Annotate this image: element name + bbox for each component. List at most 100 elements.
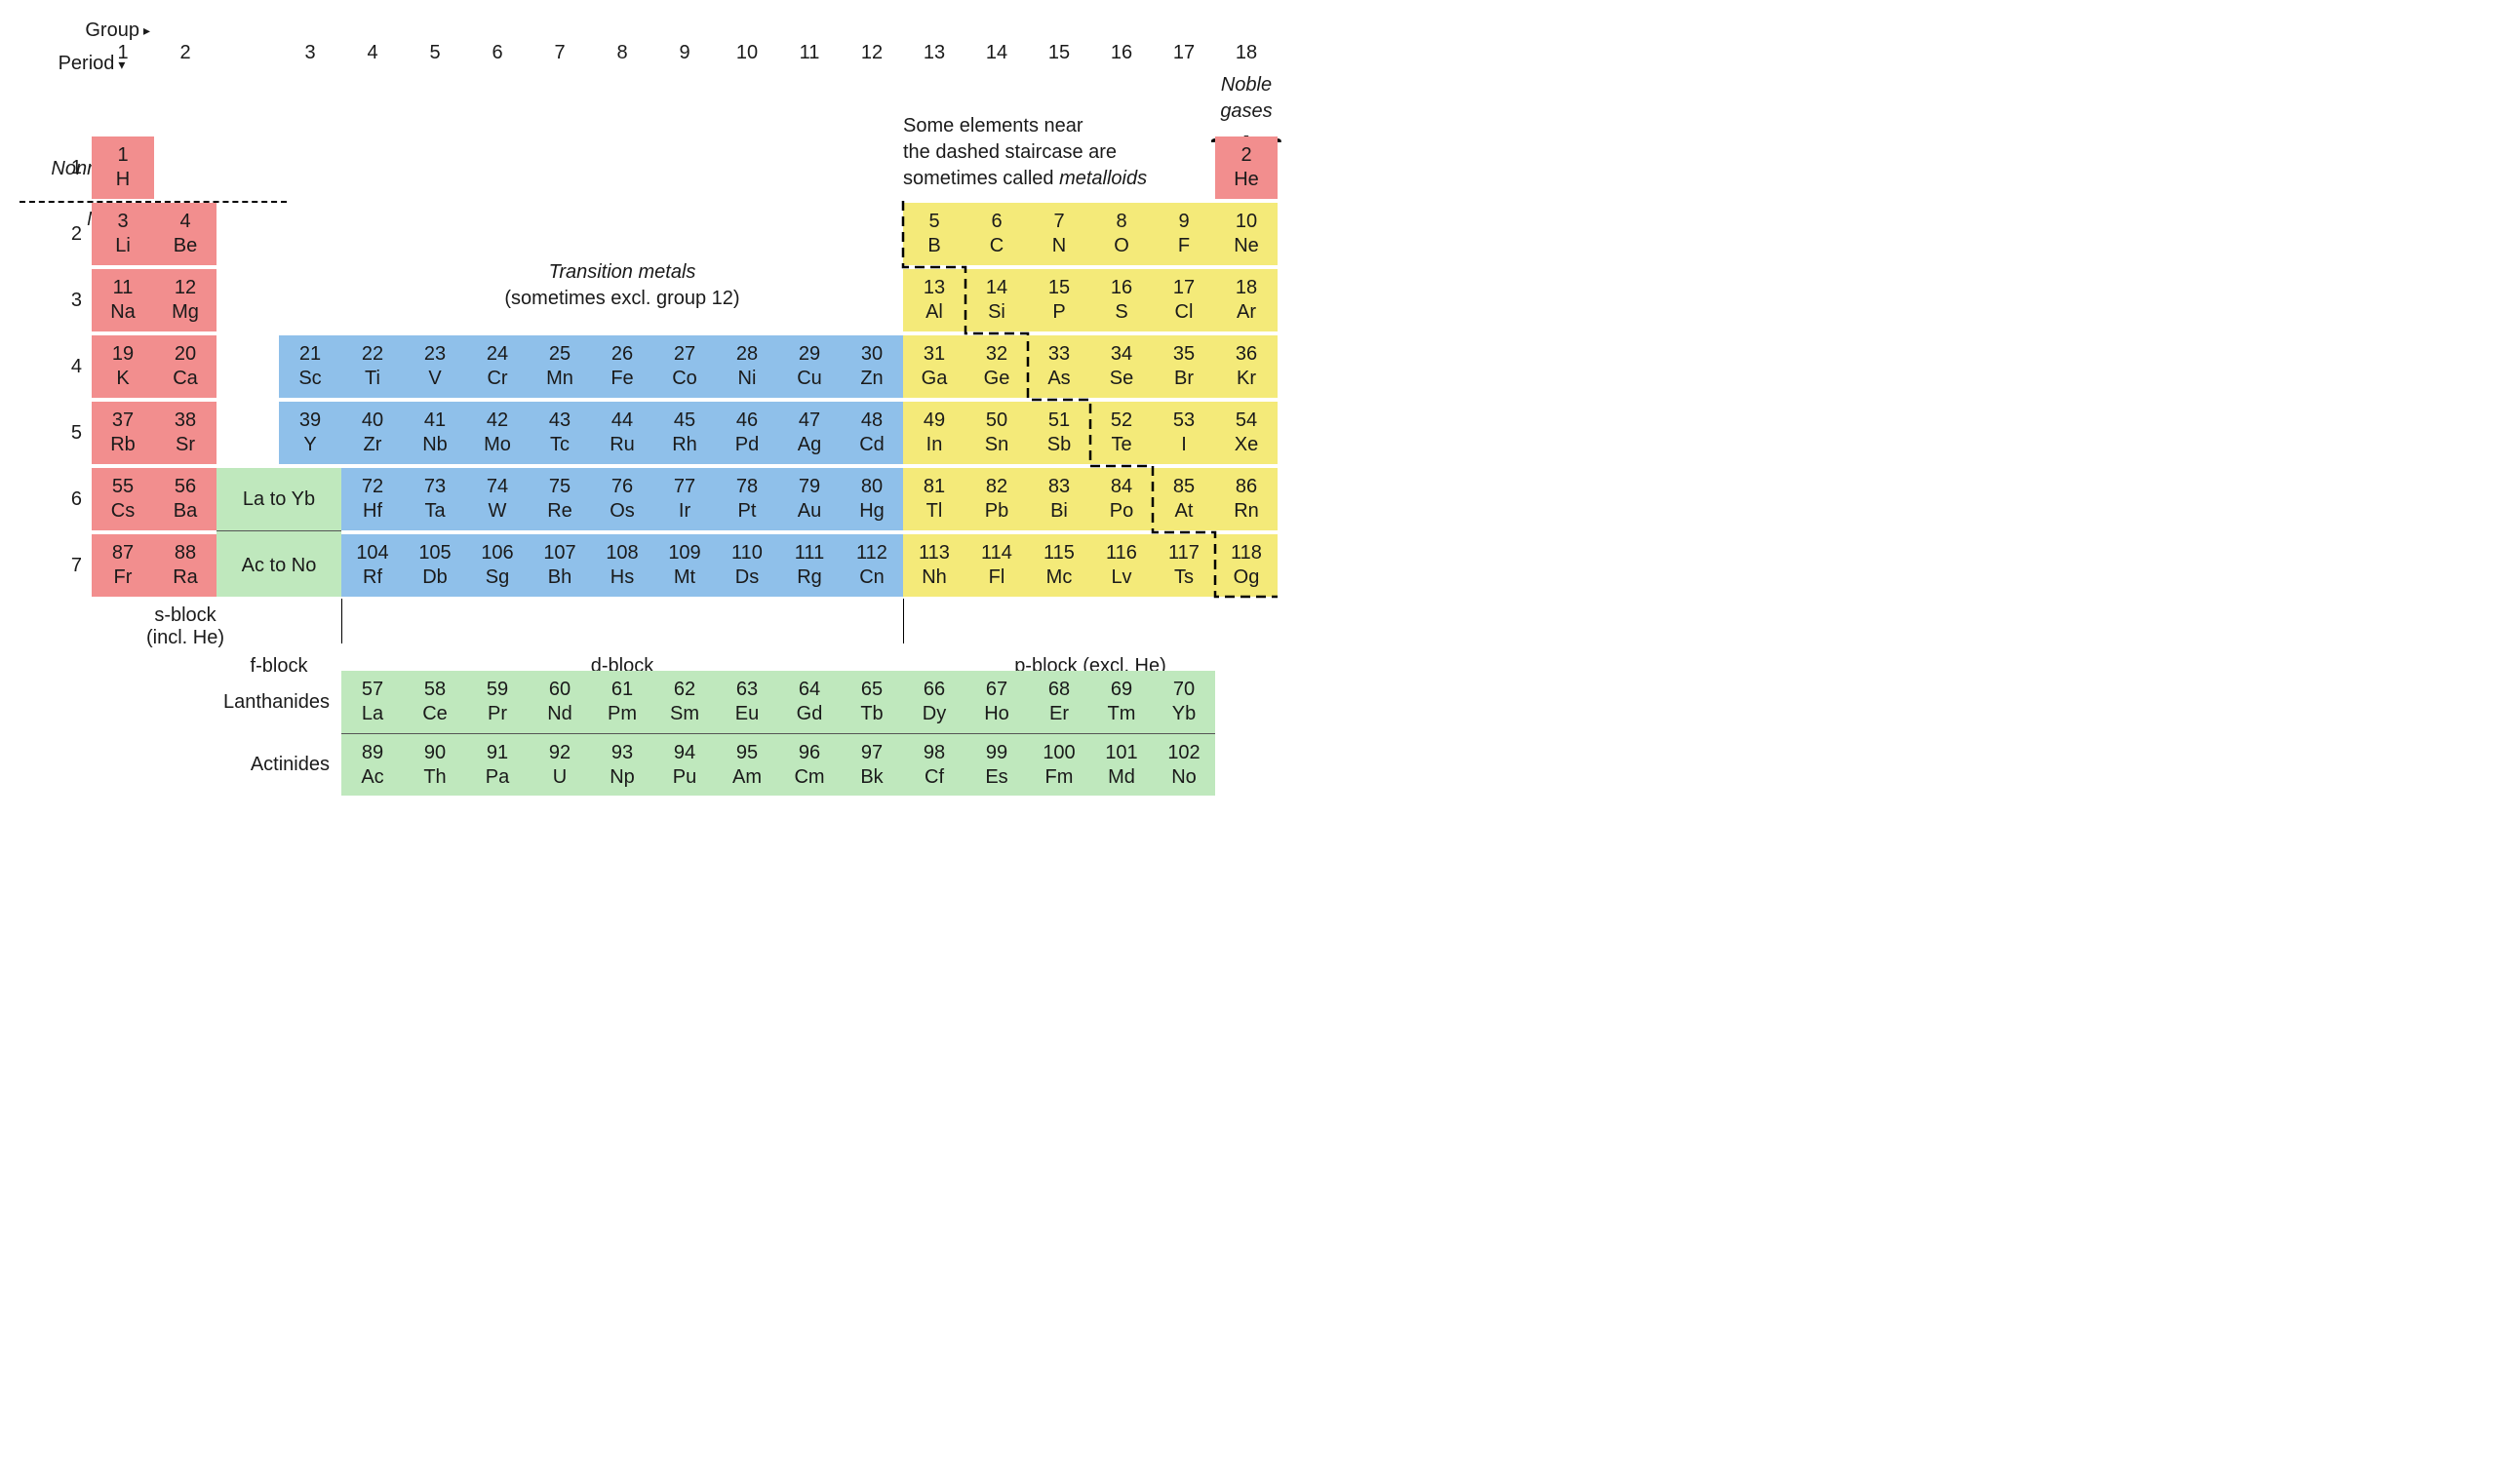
element-Pa: 91Pa (466, 733, 529, 796)
element-symbol: Ds (735, 565, 759, 590)
element-Nd: 60Nd (529, 671, 591, 733)
element-symbol: Nd (547, 702, 572, 726)
period-number-6: 6 (29, 468, 92, 530)
atomic-number: 54 (1236, 409, 1257, 433)
element-Eu: 63Eu (716, 671, 778, 733)
atomic-number: 35 (1173, 342, 1195, 367)
element-Tl: 81Tl (903, 468, 965, 530)
element-Yb: 70Yb (1153, 671, 1215, 733)
element-symbol: Cm (794, 765, 824, 790)
atomic-number: 108 (606, 541, 638, 565)
element-I: 53I (1153, 402, 1215, 464)
group-number-3: 3 (279, 42, 341, 64)
element-Sn: 50Sn (965, 402, 1028, 464)
element-Hf: 72Hf (341, 468, 404, 530)
atomic-number: 101 (1105, 741, 1137, 765)
atomic-number: 61 (611, 678, 633, 702)
element-H: 1H (92, 136, 154, 199)
element-C: 6C (965, 203, 1028, 265)
atomic-number: 102 (1167, 741, 1200, 765)
element-Cl: 17Cl (1153, 269, 1215, 331)
lanthanides-label: Lanthanides (29, 671, 341, 733)
atomic-number: 19 (112, 342, 134, 367)
atomic-number: 29 (799, 342, 820, 367)
element-symbol: La (362, 702, 383, 726)
element-symbol: Au (798, 499, 821, 524)
actinide-range: Ac to No (217, 530, 341, 597)
element-Rn: 86Rn (1215, 468, 1278, 530)
element-Mc: 115Mc (1028, 534, 1090, 597)
group-number-5: 5 (404, 42, 466, 64)
element-symbol: Fe (610, 367, 633, 391)
group-number-12: 12 (841, 42, 903, 64)
element-symbol: Cf (925, 765, 944, 790)
element-symbol: Ru (610, 433, 635, 457)
element-symbol: B (927, 234, 940, 258)
element-As: 33As (1028, 335, 1090, 398)
element-Te: 52Te (1090, 402, 1153, 464)
element-symbol: Pb (985, 499, 1008, 524)
element-symbol: Pu (673, 765, 696, 790)
element-symbol: Cn (859, 565, 885, 590)
element-symbol: F (1178, 234, 1190, 258)
element-Ga: 31Ga (903, 335, 965, 398)
element-symbol: Sm (670, 702, 699, 726)
element-symbol: As (1047, 367, 1070, 391)
atomic-number: 51 (1048, 409, 1070, 433)
element-symbol: Fr (114, 565, 133, 590)
group-number-7: 7 (529, 42, 591, 64)
element-symbol: Al (925, 300, 943, 325)
element-symbol: Tm (1108, 702, 1136, 726)
element-Rg: 111Rg (778, 534, 841, 597)
atomic-number: 67 (986, 678, 1007, 702)
atomic-number: 44 (611, 409, 633, 433)
element-Pt: 78Pt (716, 468, 778, 530)
element-symbol: Rg (797, 565, 822, 590)
element-symbol: Tc (550, 433, 570, 457)
element-Bi: 83Bi (1028, 468, 1090, 530)
atomic-number: 77 (674, 475, 695, 499)
element-symbol: Te (1111, 433, 1131, 457)
lanthanide-range: La to Yb (217, 468, 341, 530)
element-Na: 11Na (92, 269, 154, 331)
element-Po: 84Po (1090, 468, 1153, 530)
element-symbol: Md (1108, 765, 1135, 790)
atomic-number: 24 (487, 342, 508, 367)
atomic-number: 69 (1111, 678, 1132, 702)
group-number-8: 8 (591, 42, 653, 64)
atomic-number: 27 (674, 342, 695, 367)
atomic-number: 34 (1111, 342, 1132, 367)
element-symbol: Yb (1172, 702, 1196, 726)
element-symbol: Mo (484, 433, 511, 457)
block-labels-row: s-block(incl. He) f-block d-block p-bloc… (29, 599, 1278, 678)
element-U: 92U (529, 733, 591, 796)
atomic-number: 33 (1048, 342, 1070, 367)
element-symbol: Cs (111, 499, 135, 524)
element-symbol: Ag (798, 433, 821, 457)
element-symbol: O (1114, 234, 1129, 258)
element-Nb: 41Nb (404, 402, 466, 464)
group-number-11: 11 (778, 42, 841, 64)
element-symbol: Pa (486, 765, 509, 790)
element-Th: 90Th (404, 733, 466, 796)
atomic-number: 49 (924, 409, 945, 433)
element-Ce: 58Ce (404, 671, 466, 733)
element-symbol: Se (1110, 367, 1133, 391)
element-symbol: He (1234, 168, 1259, 192)
element-Dy: 66Dy (903, 671, 965, 733)
element-symbol: Sn (985, 433, 1008, 457)
atomic-number: 99 (986, 741, 1007, 765)
atomic-number: 45 (674, 409, 695, 433)
atomic-number: 80 (861, 475, 883, 499)
atomic-number: 86 (1236, 475, 1257, 499)
element-symbol: Ba (174, 499, 197, 524)
group-number-4: 4 (341, 42, 404, 64)
element-symbol: Bi (1050, 499, 1068, 524)
element-symbol: Lv (1111, 565, 1131, 590)
atomic-number: 87 (112, 541, 134, 565)
atomic-number: 79 (799, 475, 820, 499)
element-symbol: Mc (1046, 565, 1073, 590)
element-Cm: 96Cm (778, 733, 841, 796)
element-symbol: Pt (738, 499, 757, 524)
atomic-number: 9 (1178, 210, 1189, 234)
